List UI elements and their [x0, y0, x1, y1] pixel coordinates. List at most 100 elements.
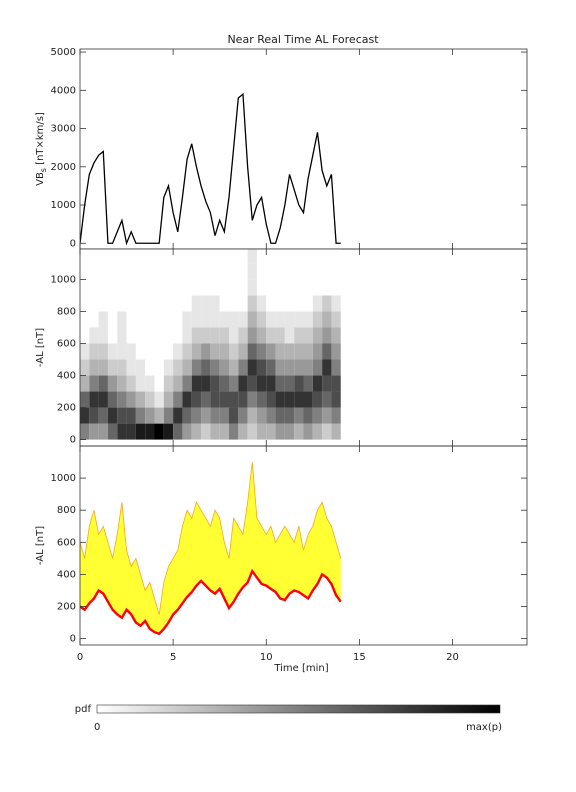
heat-cell: [247, 311, 257, 328]
heat-cell: [163, 375, 174, 392]
heat-cell: [303, 327, 313, 344]
heat-cell: [117, 391, 127, 408]
heat-cell: [303, 295, 313, 312]
heat-cell: [126, 279, 136, 296]
heat-cell: [145, 311, 155, 328]
plot-area: [80, 462, 342, 636]
heat-cell: [98, 327, 108, 344]
heat-cell: [294, 295, 304, 312]
heat-cell: [80, 343, 90, 360]
heat-cell: [201, 327, 211, 344]
heat-cell: [89, 295, 99, 312]
heat-cell: [275, 249, 285, 264]
heat-cell: [266, 391, 276, 408]
heat-cell: [80, 263, 90, 280]
line: [80, 462, 342, 615]
heat-cell: [322, 407, 332, 424]
heat-cell: [163, 407, 174, 424]
heat-cell: [135, 263, 146, 280]
heat-cell: [266, 263, 276, 280]
heat-cell: [284, 423, 295, 440]
heat-cell: [89, 263, 99, 280]
heat-cell: [219, 263, 229, 280]
heat-cell: [135, 375, 146, 392]
y-tick-label: 600: [57, 338, 76, 349]
heat-cell: [284, 375, 295, 392]
heat-cell: [322, 423, 332, 440]
axes-frame: [79, 48, 528, 250]
heat-cell: [294, 327, 304, 344]
heat-cell: [331, 375, 341, 392]
y-tick-label: 0: [70, 634, 76, 645]
heat-cell: [256, 249, 267, 264]
heat-cell: [266, 423, 276, 440]
heat-cell: [322, 343, 332, 360]
heat-cell: [163, 263, 174, 280]
heat-cell: [89, 279, 99, 296]
heat-cell: [284, 311, 295, 328]
heat-cell: [219, 279, 229, 296]
heat-cell: [256, 391, 267, 408]
heat-cell: [322, 391, 332, 408]
heat-cell: [229, 375, 239, 392]
heat-cell: [201, 375, 211, 392]
heat-cell: [256, 279, 267, 296]
heat-cell: [89, 327, 99, 344]
heat-cell: [303, 407, 313, 424]
heat-cell: [275, 295, 285, 312]
heat-cell: [117, 359, 127, 376]
heat-cell: [219, 327, 229, 344]
heat-cell: [219, 375, 229, 392]
heat-cell: [191, 263, 202, 280]
heat-cell: [331, 327, 341, 344]
heat-cell: [80, 249, 90, 264]
band-area: [80, 462, 341, 634]
heat-cell: [80, 327, 90, 344]
heat-cell: [275, 263, 285, 280]
heat-cell: [80, 279, 90, 296]
heat-cell: [322, 375, 332, 392]
heat-cell: [107, 249, 118, 264]
heat-cell: [275, 327, 285, 344]
heat-cell: [80, 375, 90, 392]
heat-cell: [117, 249, 127, 264]
colorbar-label: pdf: [75, 704, 92, 715]
heat-cell: [80, 311, 90, 328]
heat-cell: [219, 391, 229, 408]
heat-cell: [98, 343, 108, 360]
heat-cell: [312, 343, 323, 360]
heat-cell: [275, 359, 285, 376]
y-axis-label-part: [nT×km/s]: [35, 112, 46, 168]
heat-cell: [294, 423, 304, 440]
plot-area: [80, 92, 341, 246]
heat-cell: [98, 295, 108, 312]
heat-cell: [126, 263, 136, 280]
heat-cell: [107, 263, 118, 280]
y-tick-label: 2000: [51, 162, 76, 173]
colorbar: [96, 704, 501, 714]
heat-cell: [173, 343, 183, 360]
heat-cell: [191, 279, 202, 296]
heat-cell: [126, 295, 136, 312]
heat-cell: [294, 359, 304, 376]
heat-cell: [191, 423, 202, 440]
heat-cell: [80, 359, 90, 376]
y-tick-label: 0: [70, 435, 76, 446]
heat-cell: [247, 263, 257, 280]
heat-cell: [284, 391, 295, 408]
heat-cell: [98, 375, 108, 392]
heat-cell: [126, 407, 136, 424]
heat-cell: [312, 391, 323, 408]
heat-cell: [107, 359, 118, 376]
heat-cell: [117, 263, 127, 280]
heat-cell: [98, 423, 108, 440]
heat-cell: [312, 263, 323, 280]
heat-cell: [294, 407, 304, 424]
heat-cell: [163, 311, 174, 328]
heat-cell: [117, 295, 127, 312]
heat-cell: [229, 311, 239, 328]
heat-cell: [294, 391, 304, 408]
heat-cell: [312, 375, 323, 392]
heat-cell: [163, 423, 174, 440]
heat-cell: [173, 311, 183, 328]
